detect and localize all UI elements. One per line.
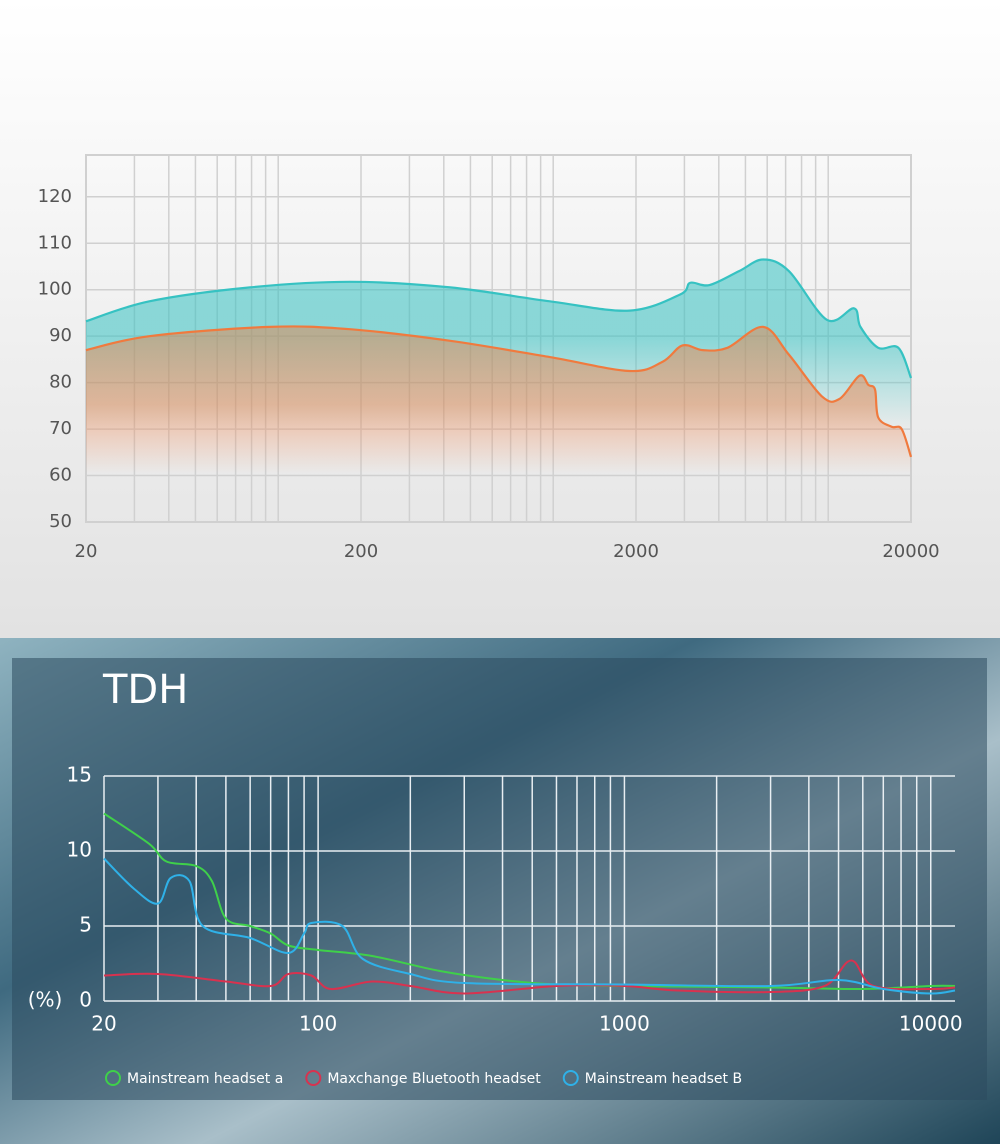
y-tick-label: 60 (49, 465, 72, 486)
x-tick-label: 200 (344, 541, 378, 562)
legend-label: Mainstream headset B (585, 1071, 742, 1087)
x-tick-label: 10000 (899, 1012, 963, 1036)
y-tick-label: 70 (49, 418, 72, 439)
y-tick-label: 110 (38, 232, 72, 253)
y-tick-label: 5 (79, 913, 92, 937)
legend-marker (105, 1070, 121, 1086)
x-tick-label: 20000 (882, 541, 939, 562)
line (85, 258, 913, 379)
y-tick-label: 120 (38, 186, 72, 207)
y-tick-label: 80 (49, 372, 72, 393)
legend-marker (305, 1070, 322, 1086)
line (85, 325, 913, 458)
x-tick-label: 100 (299, 1012, 337, 1036)
y-tick-label: 15 (67, 763, 92, 787)
line (103, 857, 956, 995)
x-tick-label: 20 (91, 1012, 116, 1036)
x-tick-label: 2000 (613, 541, 659, 562)
y-tick-label: 100 (38, 279, 72, 300)
legend-label: Maxchange Bluetooth headset (327, 1071, 541, 1087)
line (103, 959, 956, 995)
area-fill (86, 326, 911, 522)
legend-marker (562, 1070, 579, 1086)
y-tick-label: 0 (79, 988, 92, 1012)
y-tick-label: 90 (49, 325, 72, 346)
x-tick-label: 1000 (599, 1012, 650, 1036)
chart-title: TDH (102, 667, 188, 713)
legend-label: Mainstream headset a (127, 1071, 283, 1087)
line (103, 812, 956, 991)
x-tick-label: 20 (75, 541, 98, 562)
y-axis-label: (%) (28, 988, 63, 1012)
y-tick-label: 10 (67, 838, 92, 862)
panel (12, 658, 987, 1100)
y-tick-label: 50 (49, 511, 72, 532)
